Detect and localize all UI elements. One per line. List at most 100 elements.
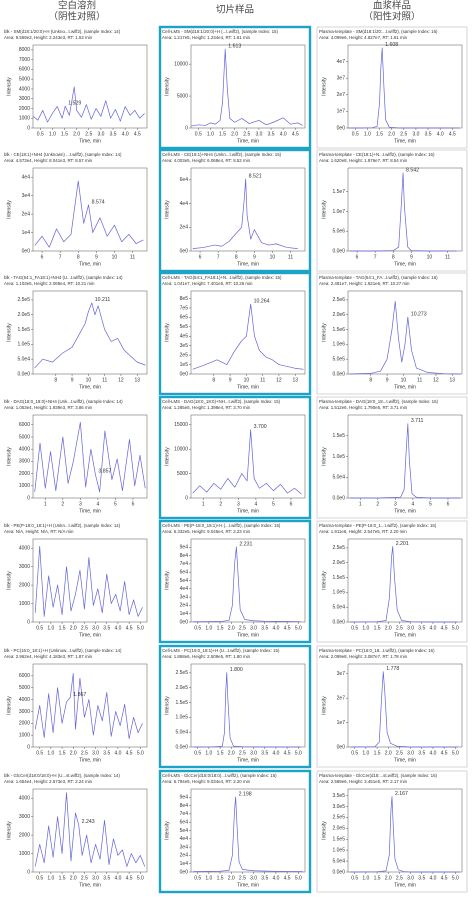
x-tick-label: 1.0 (362, 875, 369, 881)
y-tick-label: 3000 (19, 459, 30, 465)
y-tick-label: 0.0e0 (332, 371, 345, 377)
panel-border (316, 770, 468, 893)
y-axis-label: Intensity (164, 571, 170, 590)
chart-title: blk - PE(P-18:0_18:1)+H (Unkn...t.wiff2)… (4, 523, 121, 528)
y-tick-label: 3.0e5 (332, 804, 345, 810)
x-tick-label: 5 (429, 501, 432, 507)
trace-line (349, 301, 461, 375)
trace-line (34, 180, 144, 248)
plot-frame (32, 414, 148, 499)
y-tick-label: 2.0e5 (332, 826, 345, 832)
x-axis-label: Time, min (79, 882, 101, 888)
x-tick-label: 4.5 (126, 875, 133, 881)
x-tick-label: 4.0 (272, 750, 279, 756)
trace-line (350, 796, 460, 873)
trace-line (350, 671, 458, 748)
x-tick-label: 2 (61, 501, 64, 507)
chart-panel: Plasma-template - TAG(54:1_FA...t.wiff2)… (316, 272, 468, 395)
x-tick-label: 0.5 (36, 750, 43, 756)
x-tick-label: 5.0 (295, 625, 302, 631)
y-tick-label: 2.5e6 (332, 297, 345, 303)
chart-panel: blk - CE(18:1)+NH4 (Unknown) ...t.wiff2)… (4, 152, 148, 267)
y-tick-label: 3.5e5 (332, 793, 345, 799)
x-tick-label: 4.5 (284, 875, 291, 881)
x-tick-label: 3.0 (407, 625, 414, 631)
chart-title: Plasma-template - GlcCer(d18:...st.wiff2… (319, 773, 438, 778)
y-tick-label: 7000 (19, 57, 30, 63)
plot-frame (190, 414, 306, 499)
panel-border (316, 396, 468, 519)
x-axis-label: Time, min (237, 632, 259, 638)
chart-panel: blk - PE(P-18:0_18:1)+H (Unkn...t.wiff2)… (4, 523, 148, 638)
y-tick-label: 1e4 (180, 861, 189, 867)
x-tick-label: 6 (290, 501, 293, 507)
x-axis-label: Time, min (237, 757, 259, 763)
y-tick-label: 0.0e0 (175, 744, 188, 750)
x-tick-label: 12 (276, 377, 282, 383)
y-tick-label: 1e4 (180, 611, 189, 617)
panel-border (158, 769, 312, 894)
peak-label: 2.201 (396, 541, 409, 547)
y-tick-label: 2.5e5 (17, 297, 30, 303)
x-tick-label: 2.0 (385, 750, 392, 756)
peak-label: 1.800 (230, 667, 243, 673)
x-tick-label: 4.5 (126, 750, 133, 756)
plot-frame (190, 44, 306, 129)
x-tick-label: 4.0 (122, 131, 129, 137)
y-tick-label: 3e4 (22, 193, 31, 199)
x-axis-label: Time, min (237, 384, 259, 390)
x-tick-label: 0.5 (351, 750, 358, 756)
x-axis-label: Time, min (79, 508, 101, 514)
chart-subtitle: Area: 1.868e6, Height: 2.509e5, RT: 1.80… (162, 654, 251, 659)
chart-panel: Plasma-template - CE(18:1)+N...t.wiff2),… (316, 149, 468, 272)
y-axis-label: Intensity (321, 200, 327, 219)
x-tick-label: 3 (79, 501, 82, 507)
x-tick-label: 4.0 (280, 131, 287, 137)
chart-title: blk - SM(d18:1/20:0)+H (Unkno...t.wiff2)… (4, 29, 121, 34)
x-tick-label: 8 (54, 377, 57, 383)
x-tick-label: 10 (270, 254, 276, 260)
y-tick-label: 5.0e4 (17, 357, 30, 363)
x-tick-label: 3.5 (261, 625, 268, 631)
peak-label: 1.778 (386, 666, 399, 672)
y-tick-label: 5000 (19, 77, 30, 83)
y-tick-label: 8e4 (180, 553, 189, 559)
chart-panel: blk - PC(16:0_18:1)+H (Unknow...t.wiff2)… (4, 648, 148, 763)
y-tick-label: 2.5e5 (332, 545, 345, 551)
y-tick-label: 6000 (19, 67, 30, 73)
y-tick-label: 2000 (19, 832, 30, 838)
y-tick-label: 3e4 (180, 844, 189, 850)
y-tick-label: 5.0e4 (332, 605, 345, 611)
x-tick-label: 2.0 (228, 875, 235, 881)
chart-panel: blk - GlcCer(d18:0/18:0)+H (U...st.wiff2… (4, 773, 148, 888)
x-tick-label: 0.5 (194, 875, 201, 881)
x-tick-label: 9 (253, 254, 256, 260)
x-tick-label: 13 (134, 377, 140, 383)
x-tick-label: 4.5 (284, 625, 291, 631)
x-tick-label: 1.5 (217, 875, 224, 881)
panel-border (316, 26, 468, 149)
trace-line (34, 792, 146, 867)
y-tick-label: 2e7 (337, 92, 346, 98)
x-tick-label: 3.5 (418, 875, 425, 881)
x-tick-label: 8 (212, 377, 215, 383)
x-tick-label: 4.0 (429, 625, 436, 631)
x-tick-label: 2 (376, 501, 379, 507)
y-tick-label: 0 (27, 125, 30, 131)
y-tick-label: 6000 (19, 422, 30, 428)
y-axis-label: Intensity (164, 821, 170, 840)
x-tick-label: 2.0 (231, 131, 238, 137)
chart-subtitle: Area: 2.481e7, Height: 1.921e6, RT: 10.2… (319, 281, 410, 286)
y-tick-label: 5e4 (180, 578, 189, 584)
x-tick-label: 8 (235, 254, 238, 260)
x-tick-label: 6 (41, 254, 44, 260)
peak-label: 2.231 (239, 541, 252, 547)
y-tick-label: 0.0e0 (332, 619, 345, 625)
column-title: 切片样品 (216, 4, 254, 16)
x-tick-label: 3.0 (92, 875, 99, 881)
chart-title: Cell-LMS - CE(18:1)+NH4 (Unkn...t.wiff2)… (162, 152, 282, 157)
plot-frame (190, 290, 306, 375)
y-axis-label: Intensity (6, 696, 12, 715)
trace-line (34, 302, 146, 369)
